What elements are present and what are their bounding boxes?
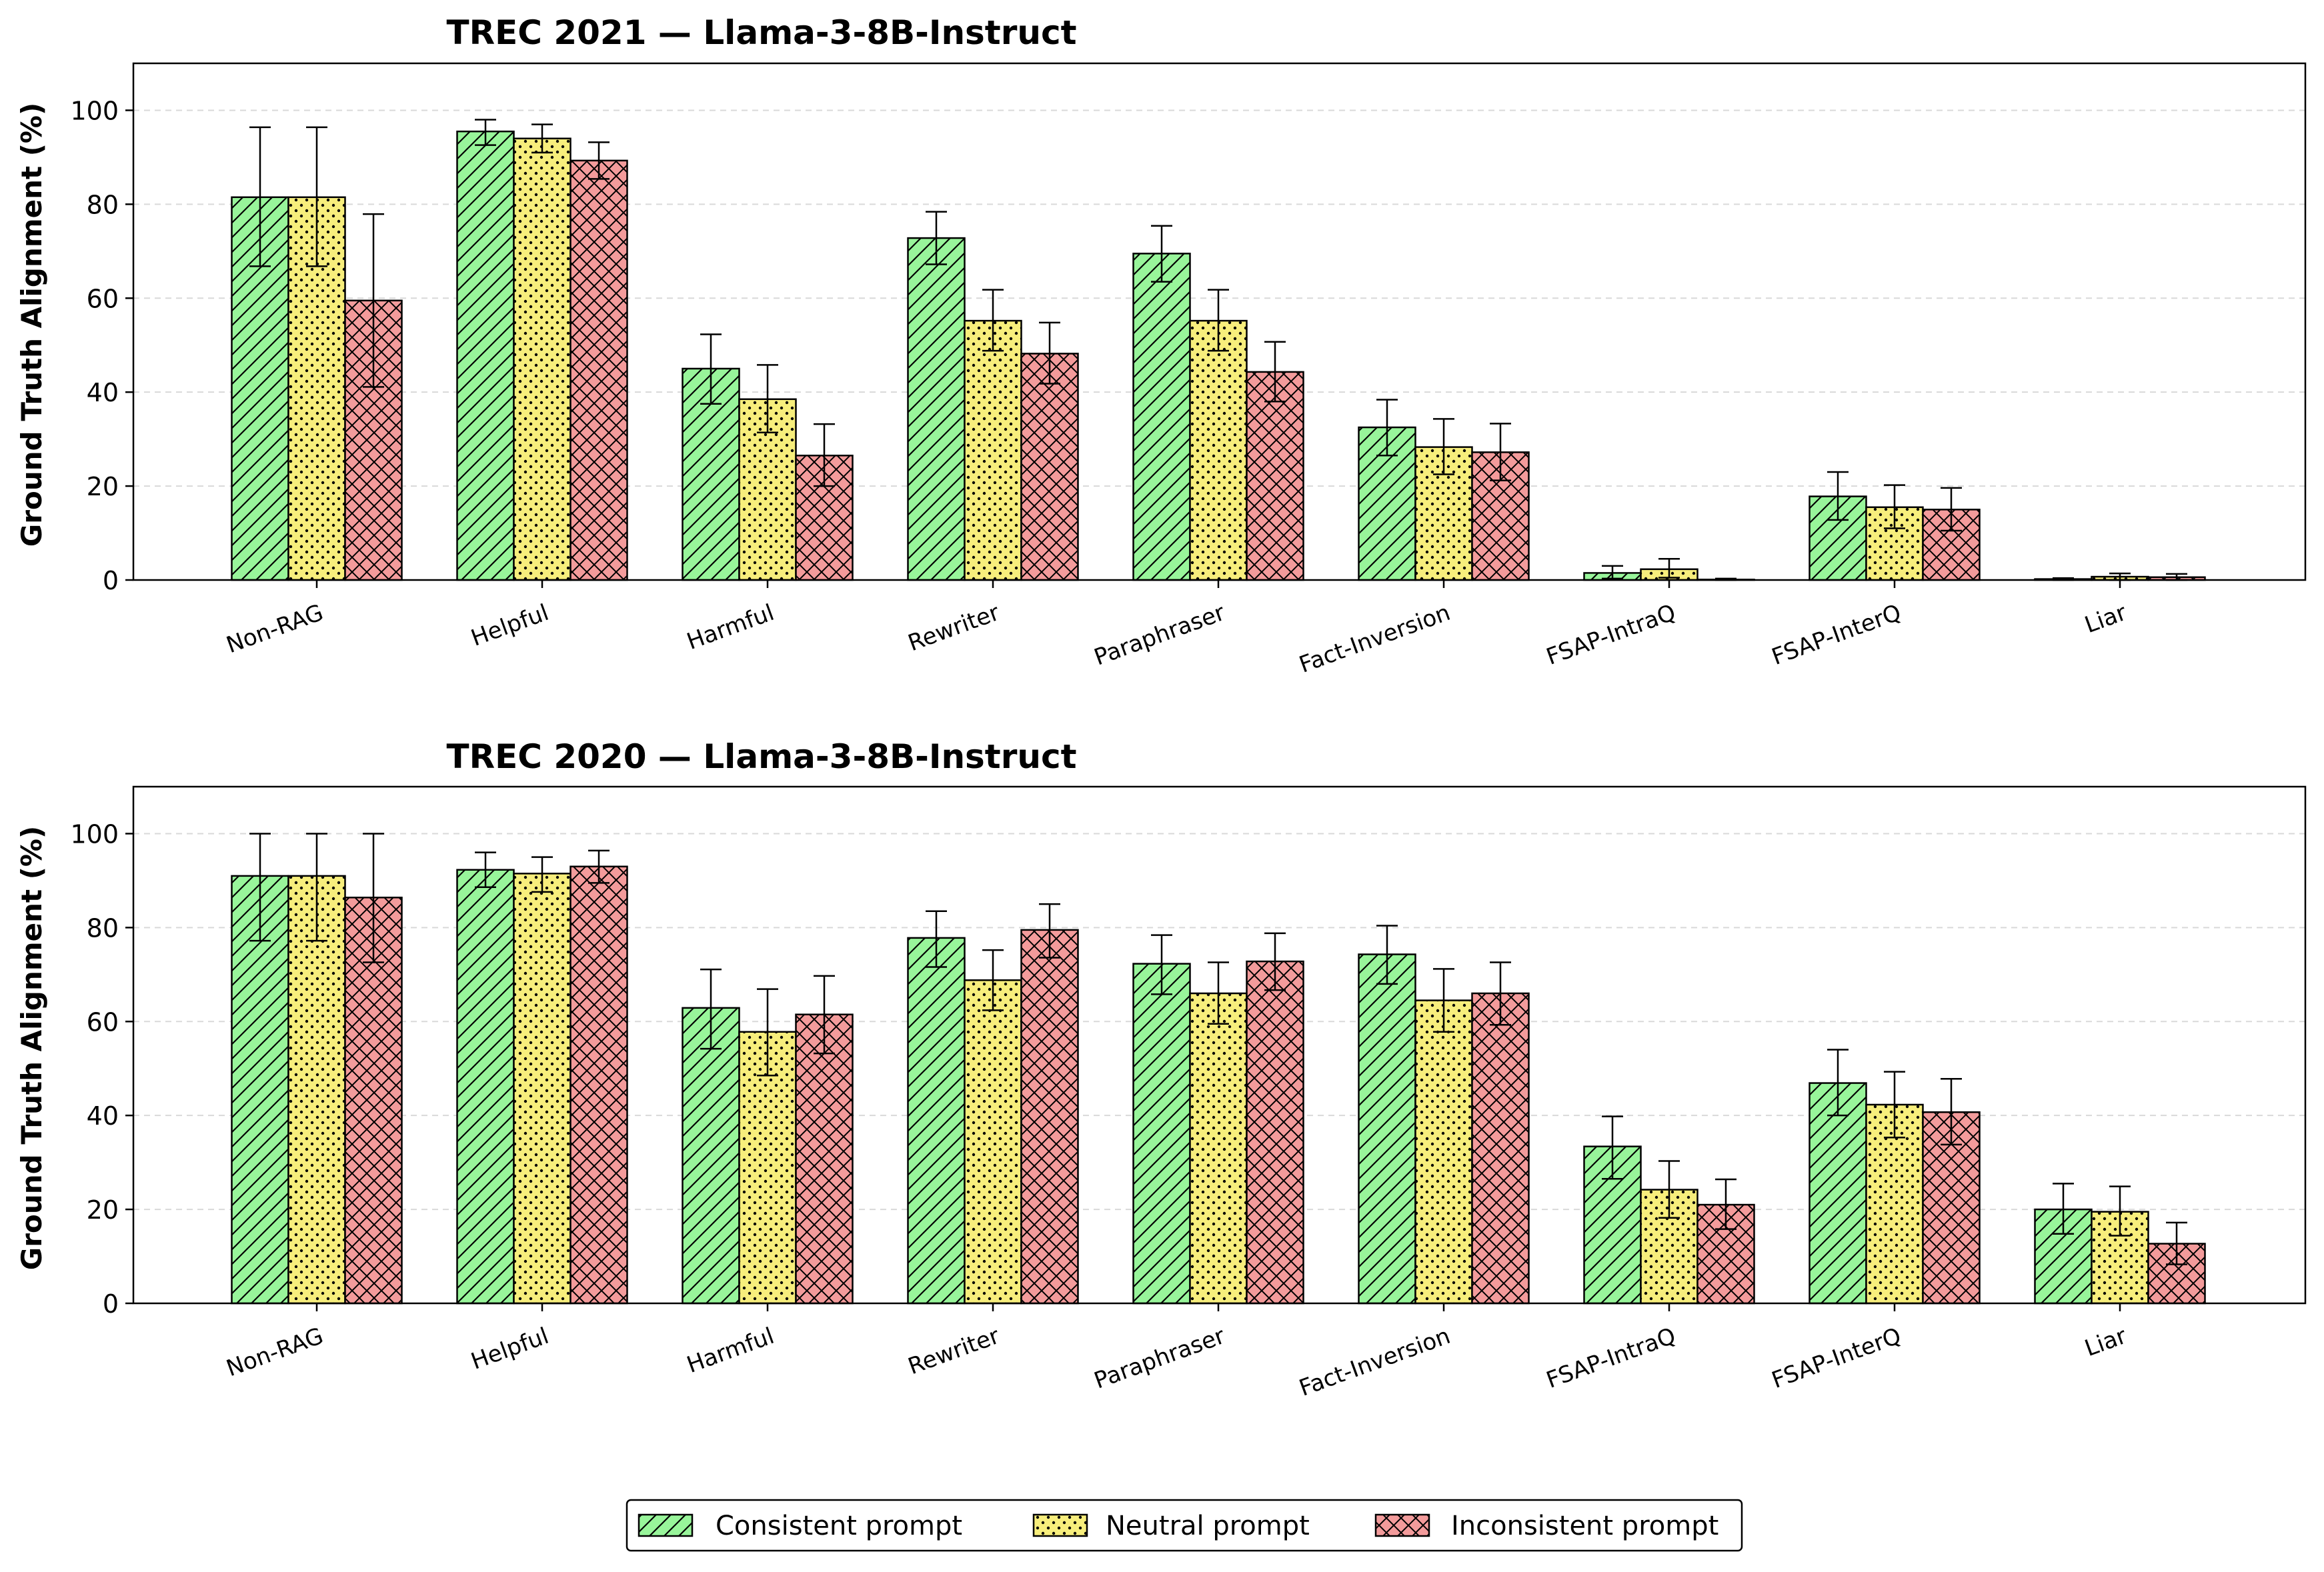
x-tick-label: Harmful bbox=[684, 1323, 778, 1379]
bar-consistent-paraphraser bbox=[1132, 963, 1191, 1305]
bar-consistent-fact-inversion bbox=[1358, 953, 1416, 1305]
bar-inconsistent-rewriter bbox=[1020, 353, 1079, 581]
y-tick-label: 60 bbox=[87, 284, 119, 313]
bar-neutral-helpful bbox=[513, 873, 571, 1305]
bar-consistent-paraphraser bbox=[1132, 253, 1191, 581]
y-tick-label: 40 bbox=[87, 1101, 119, 1131]
bar-consistent-rewriter bbox=[907, 237, 966, 581]
legend-swatch-neutral bbox=[1032, 1513, 1088, 1537]
bar-inconsistent-harmful bbox=[795, 1013, 854, 1305]
bar-consistent-fsap-interq bbox=[1809, 1082, 1867, 1305]
bar-inconsistent-helpful bbox=[569, 159, 628, 581]
bar-neutral-helpful bbox=[513, 137, 571, 581]
legend-swatch-inconsistent bbox=[1374, 1513, 1430, 1537]
legend-label-consistent: Consistent prompt bbox=[716, 1511, 962, 1541]
y-tick-label: 100 bbox=[70, 819, 119, 849]
x-tick-label: Rewriter bbox=[905, 1323, 1004, 1380]
y-tick-label: 60 bbox=[87, 1007, 119, 1037]
x-tick-label: Liar bbox=[2081, 1323, 2130, 1362]
chart-panel-trec-2020: TREC 2020 — Llama-3-8B-Instruct Ground T… bbox=[15, 737, 2307, 1402]
x-tick-label: Helpful bbox=[467, 1323, 552, 1375]
y-tick-label: 80 bbox=[87, 913, 119, 943]
y-tick-label: 0 bbox=[103, 566, 119, 595]
plot-frame bbox=[132, 785, 2307, 1305]
plot-frame bbox=[132, 62, 2307, 581]
bar-inconsistent-paraphraser bbox=[1246, 960, 1304, 1305]
bar-inconsistent-fact-inversion bbox=[1471, 992, 1530, 1305]
x-tick-label: Fact-Inversion bbox=[1296, 599, 1454, 679]
bar-neutral-paraphraser bbox=[1189, 319, 1248, 581]
x-tick-label: Paraphraser bbox=[1091, 599, 1229, 671]
x-tick-label: Harmful bbox=[684, 599, 778, 655]
bar-inconsistent-helpful bbox=[569, 865, 628, 1305]
legend-label-inconsistent: Inconsistent prompt bbox=[1451, 1511, 1718, 1541]
y-tick-label: 100 bbox=[70, 96, 119, 125]
bar-neutral-rewriter bbox=[964, 319, 1022, 581]
y-tick-label: 20 bbox=[87, 472, 119, 501]
chart-title: TREC 2020 — Llama-3-8B-Instruct bbox=[446, 737, 1076, 776]
x-tick-label: FSAP-InterQ bbox=[1769, 599, 1905, 671]
x-tick-label: Non-RAG bbox=[223, 599, 327, 659]
chart-panel-trec-2021: TREC 2021 — Llama-3-8B-Instruct Ground T… bbox=[15, 13, 2307, 679]
x-tick-label: Rewriter bbox=[905, 599, 1004, 657]
x-tick-label: Helpful bbox=[467, 599, 552, 652]
bar-neutral-paraphraser bbox=[1189, 992, 1248, 1305]
x-tick-label: Fact-Inversion bbox=[1296, 1323, 1454, 1402]
chart-title: TREC 2021 — Llama-3-8B-Instruct bbox=[446, 13, 1076, 52]
x-tick-label: Paraphraser bbox=[1091, 1323, 1229, 1395]
x-tick-label: FSAP-IntraQ bbox=[1543, 599, 1679, 671]
bar-neutral-rewriter bbox=[964, 979, 1022, 1305]
bar-inconsistent-non-rag bbox=[344, 897, 403, 1305]
x-tick-label: FSAP-IntraQ bbox=[1543, 1323, 1679, 1394]
x-tick-label: FSAP-InterQ bbox=[1769, 1323, 1905, 1394]
bar-inconsistent-paraphraser bbox=[1246, 371, 1304, 581]
y-axis-label: Ground Truth Alignment (%) bbox=[15, 103, 48, 547]
legend-swatch-consistent bbox=[638, 1513, 694, 1537]
bar-inconsistent-rewriter bbox=[1020, 929, 1079, 1305]
y-tick-label: 0 bbox=[103, 1289, 119, 1319]
x-tick-label: Liar bbox=[2081, 599, 2130, 639]
bar-consistent-helpful bbox=[456, 869, 515, 1305]
y-tick-label: 20 bbox=[87, 1195, 119, 1225]
legend: Consistent prompt Neutral prompt Inconsi… bbox=[626, 1499, 1743, 1552]
bar-consistent-helpful bbox=[456, 130, 515, 581]
legend-label-neutral: Neutral prompt bbox=[1106, 1511, 1310, 1541]
bar-neutral-fact-inversion bbox=[1414, 999, 1473, 1305]
y-tick-label: 80 bbox=[87, 190, 119, 219]
bar-consistent-harmful bbox=[682, 1007, 740, 1305]
y-tick-label: 40 bbox=[87, 378, 119, 407]
y-axis-label: Ground Truth Alignment (%) bbox=[15, 826, 48, 1270]
x-tick-label: Non-RAG bbox=[223, 1323, 327, 1382]
legend-frame bbox=[626, 1499, 1743, 1552]
bar-consistent-rewriter bbox=[907, 937, 966, 1305]
